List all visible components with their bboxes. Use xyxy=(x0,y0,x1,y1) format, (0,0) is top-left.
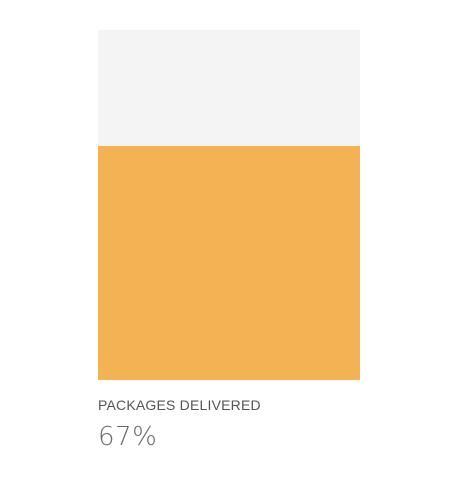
packages-delivered-stat: PACKAGES DELIVERED 67% xyxy=(98,30,360,452)
stat-value: 67% xyxy=(98,422,158,452)
progress-bar-track xyxy=(98,30,360,380)
stat-label: PACKAGES DELIVERED xyxy=(98,397,261,413)
progress-bar-fill xyxy=(98,145,360,380)
